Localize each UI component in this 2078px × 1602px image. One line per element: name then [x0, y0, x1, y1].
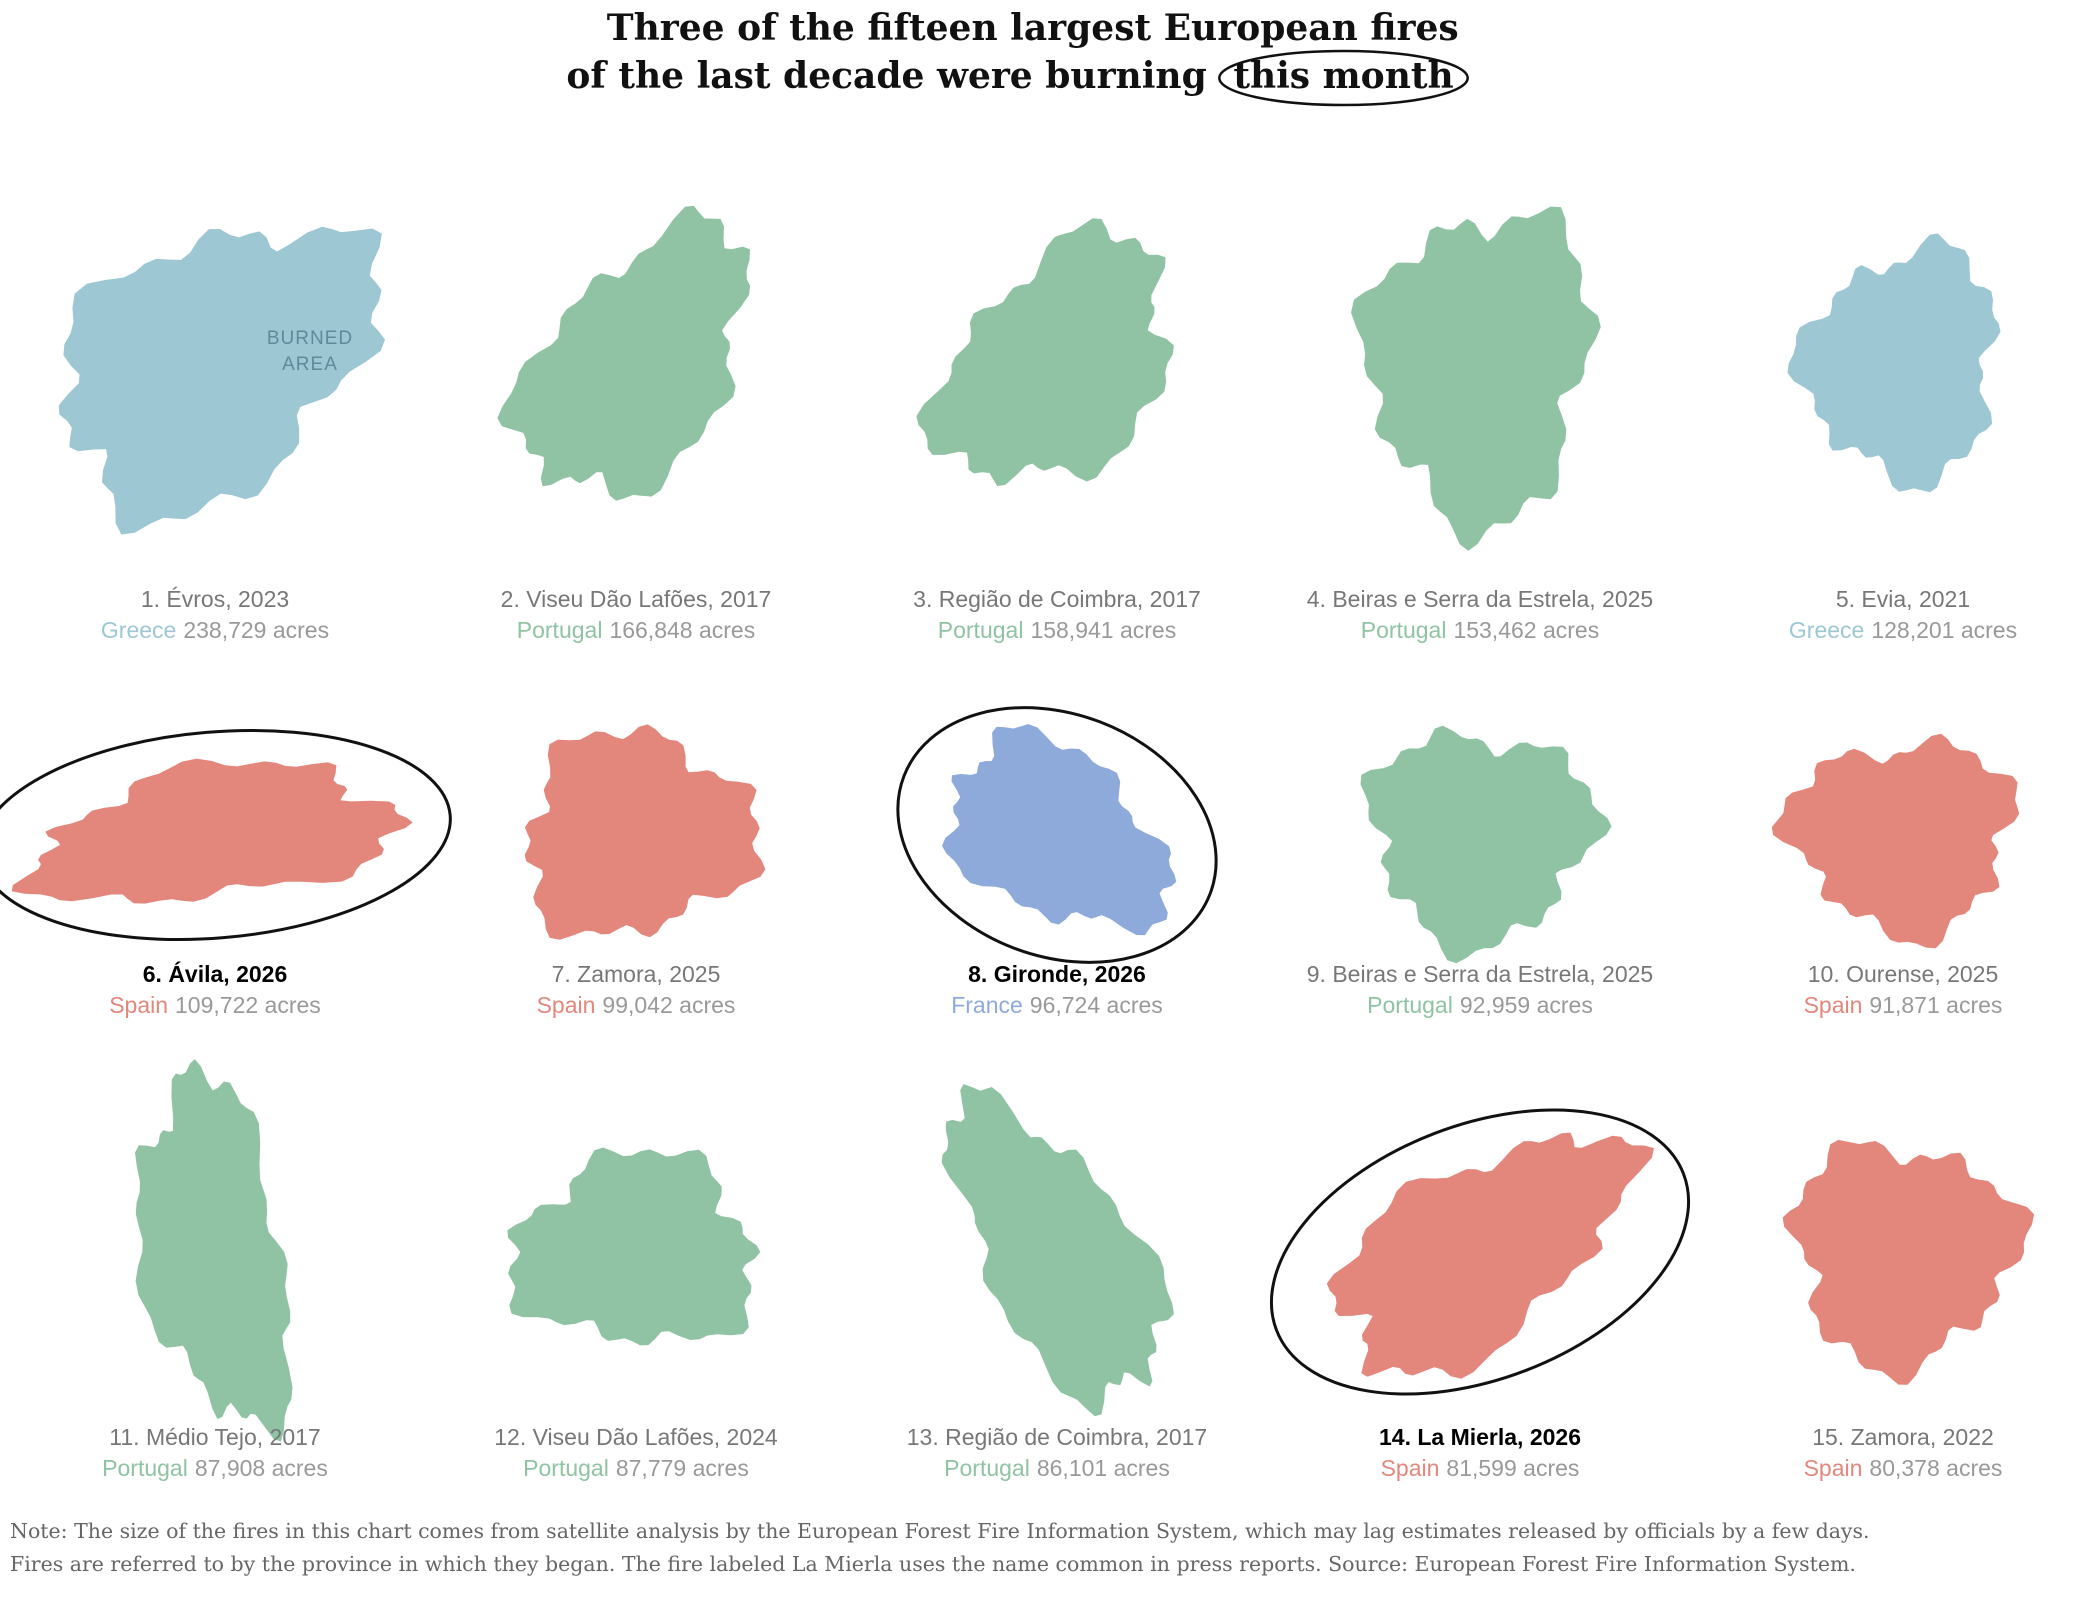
acres: 153,462 acres — [1453, 617, 1599, 643]
fire-stats: Portugal 153,462 acres — [1361, 617, 1599, 643]
fire-stats: Greece 128,201 acres — [1789, 617, 2017, 643]
fire-shape — [1771, 733, 2020, 949]
fire-stats: Portugal 92,959 acres — [1367, 992, 1593, 1018]
fire-stats: Portugal 158,941 acres — [938, 617, 1176, 643]
fire-shape — [11, 758, 413, 904]
title-line: Three of the fifteen largest European fi… — [607, 7, 1459, 49]
note: Note: The size of the fires in this char… — [10, 1519, 1870, 1543]
country: Spain — [1804, 992, 1863, 1018]
country: Portugal — [938, 617, 1024, 643]
fire-shape — [497, 205, 751, 501]
country: Spain — [537, 992, 596, 1018]
fire-title: 12. Viseu Dão Lafões, 2024 — [494, 1424, 778, 1450]
fire-title: 6. Ávila, 2026 — [143, 960, 288, 987]
fire-title: 4. Beiras e Serra da Estrela, 2025 — [1307, 586, 1653, 612]
acres: 86,101 acres — [1037, 1455, 1170, 1481]
country: Portugal — [523, 1455, 609, 1481]
acres: 109,722 acres — [175, 992, 321, 1018]
fire-shape — [1326, 1132, 1654, 1379]
country: Spain — [1804, 1455, 1863, 1481]
fire-title: 9. Beiras e Serra da Estrela, 2025 — [1307, 961, 1653, 987]
fire-title: 15. Zamora, 2022 — [1812, 1424, 1994, 1450]
fire-title: 3. Região de Coimbra, 2017 — [913, 586, 1201, 612]
fire-stats: Portugal 166,848 acres — [517, 617, 755, 643]
fire-title: 8. Gironde, 2026 — [968, 961, 1146, 987]
fire-title: 2. Viseu Dão Lafões, 2017 — [501, 586, 772, 612]
acres: 128,201 acres — [1871, 617, 2017, 643]
fire-stats: Portugal 87,779 acres — [523, 1455, 749, 1481]
acres: 166,848 acres — [609, 617, 755, 643]
acres: 87,908 acres — [195, 1455, 328, 1481]
country: Greece — [101, 617, 176, 643]
country: Portugal — [1367, 992, 1453, 1018]
fire-title: 14. La Mierla, 2026 — [1379, 1424, 1581, 1450]
fire-stats: Spain 99,042 acres — [537, 992, 736, 1018]
fire-title: 5. Evia, 2021 — [1836, 586, 1970, 612]
fire-shape — [942, 724, 1177, 936]
fire-shape — [1360, 725, 1612, 964]
note: Fires are referred to by the province in… — [10, 1552, 1856, 1576]
country: Portugal — [1361, 617, 1447, 643]
fire-stats: Spain 81,599 acres — [1381, 1455, 1580, 1481]
acres: 81,599 acres — [1446, 1455, 1579, 1481]
fire-title: 13. Região de Coimbra, 2017 — [907, 1424, 1207, 1450]
fire-shape — [1787, 233, 2001, 493]
acres: 99,042 acres — [602, 992, 735, 1018]
title-emphasis: this month — [1233, 55, 1453, 97]
fire-shape — [135, 1059, 293, 1442]
shape-label: BURNED — [267, 328, 353, 349]
fire-stats: France 96,724 acres — [951, 992, 1163, 1018]
fire-title: 10. Ourense, 2025 — [1808, 961, 1999, 987]
fire-stats: Portugal 86,101 acres — [944, 1455, 1170, 1481]
fire-shape — [1782, 1139, 2035, 1385]
acres: 96,724 acres — [1030, 992, 1163, 1018]
title: Three of the fifteen largest European fi… — [566, 7, 1471, 97]
fire-stats: Portugal 87,908 acres — [102, 1455, 328, 1481]
highlight-ring — [0, 728, 452, 942]
country: Portugal — [944, 1455, 1030, 1481]
acres: 92,959 acres — [1460, 992, 1593, 1018]
country: Greece — [1789, 617, 1864, 643]
title-line: of the last decade were burning — [566, 55, 1206, 97]
fire-shape — [1351, 206, 1601, 551]
highlight-ring — [896, 706, 1218, 964]
highlight-ring — [1269, 1108, 1691, 1396]
acres: 91,871 acres — [1869, 992, 2002, 1018]
fire-stats: Spain 109,722 acres — [109, 992, 321, 1018]
fire-stats: Spain 91,871 acres — [1804, 992, 2003, 1018]
fire-title: 11. Médio Tejo, 2017 — [109, 1424, 320, 1450]
acres: 238,729 acres — [183, 617, 329, 643]
country: Spain — [109, 992, 168, 1018]
country: France — [951, 992, 1023, 1018]
fire-shape — [916, 218, 1174, 487]
acres: 80,378 acres — [1869, 1455, 2002, 1481]
acres: 87,779 acres — [616, 1455, 749, 1481]
fire-shape — [524, 724, 766, 940]
fire-shape — [507, 1147, 761, 1346]
country: Portugal — [517, 617, 603, 643]
fire-stats: Greece 238,729 acres — [101, 617, 329, 643]
fire-title: 1. Évros, 2023 — [141, 586, 289, 612]
fire-shape — [58, 226, 386, 535]
acres: 158,941 acres — [1030, 617, 1176, 643]
fire-title: 7. Zamora, 2025 — [552, 961, 721, 987]
country: Portugal — [102, 1455, 188, 1481]
country: Spain — [1381, 1455, 1440, 1481]
shape-label: AREA — [282, 354, 338, 375]
fire-shape — [941, 1084, 1174, 1417]
fire-stats: Spain 80,378 acres — [1804, 1455, 2003, 1481]
highlight-ring — [1218, 49, 1469, 107]
